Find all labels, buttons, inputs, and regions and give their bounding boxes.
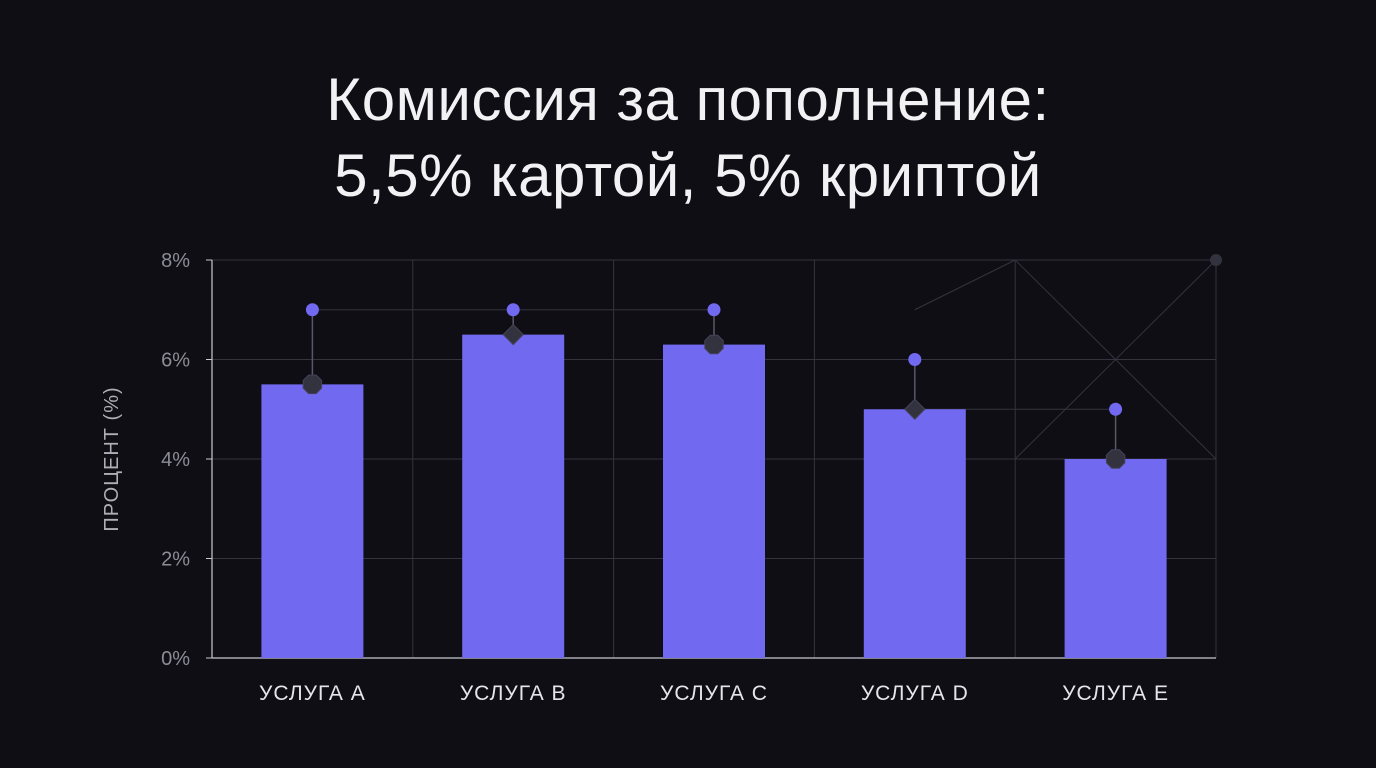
corner-dot [1210,254,1222,266]
x-category-label: УСЛУГА B [460,682,567,705]
pin-dot [908,353,922,366]
chart-title: Комиссия за пополнение: 5,5% картой, 5% … [0,62,1376,214]
value-marker [502,323,524,346]
y-tick-label: 8% [161,250,190,272]
value-marker [302,374,323,395]
x-category-label: УСЛУГА D [861,682,969,705]
pin-dot [707,303,721,317]
pin-dot [305,303,319,317]
value-marker [1105,449,1126,469]
y-tick-label: 2% [161,549,190,571]
pin-dot [506,303,520,317]
bar [462,334,565,658]
y-axis-label: ПРОЦЕНТ (%) [101,386,123,531]
x-category-label: УСЛУГА C [660,682,768,705]
decorative-lines [312,254,1222,460]
bar [1064,459,1167,658]
y-tick-label: 6% [161,350,190,372]
decor-line [914,259,1016,311]
bar [863,409,966,658]
value-marker [704,334,724,355]
x-category-label: УСЛУГА A [259,682,366,705]
decor-line [1014,259,1217,460]
pin-dot [1109,402,1123,416]
chart-title-line-2: 5,5% картой, 5% криптой [334,142,1042,209]
y-tick-label: 0% [161,648,190,670]
bar [261,384,364,658]
value-marker [904,398,926,420]
y-tick-label: 4% [161,449,190,471]
x-category-label: УСЛУГА E [1062,682,1169,705]
chart-title-line-1: Комиссия за пополнение: [326,66,1050,133]
bar [663,344,765,658]
